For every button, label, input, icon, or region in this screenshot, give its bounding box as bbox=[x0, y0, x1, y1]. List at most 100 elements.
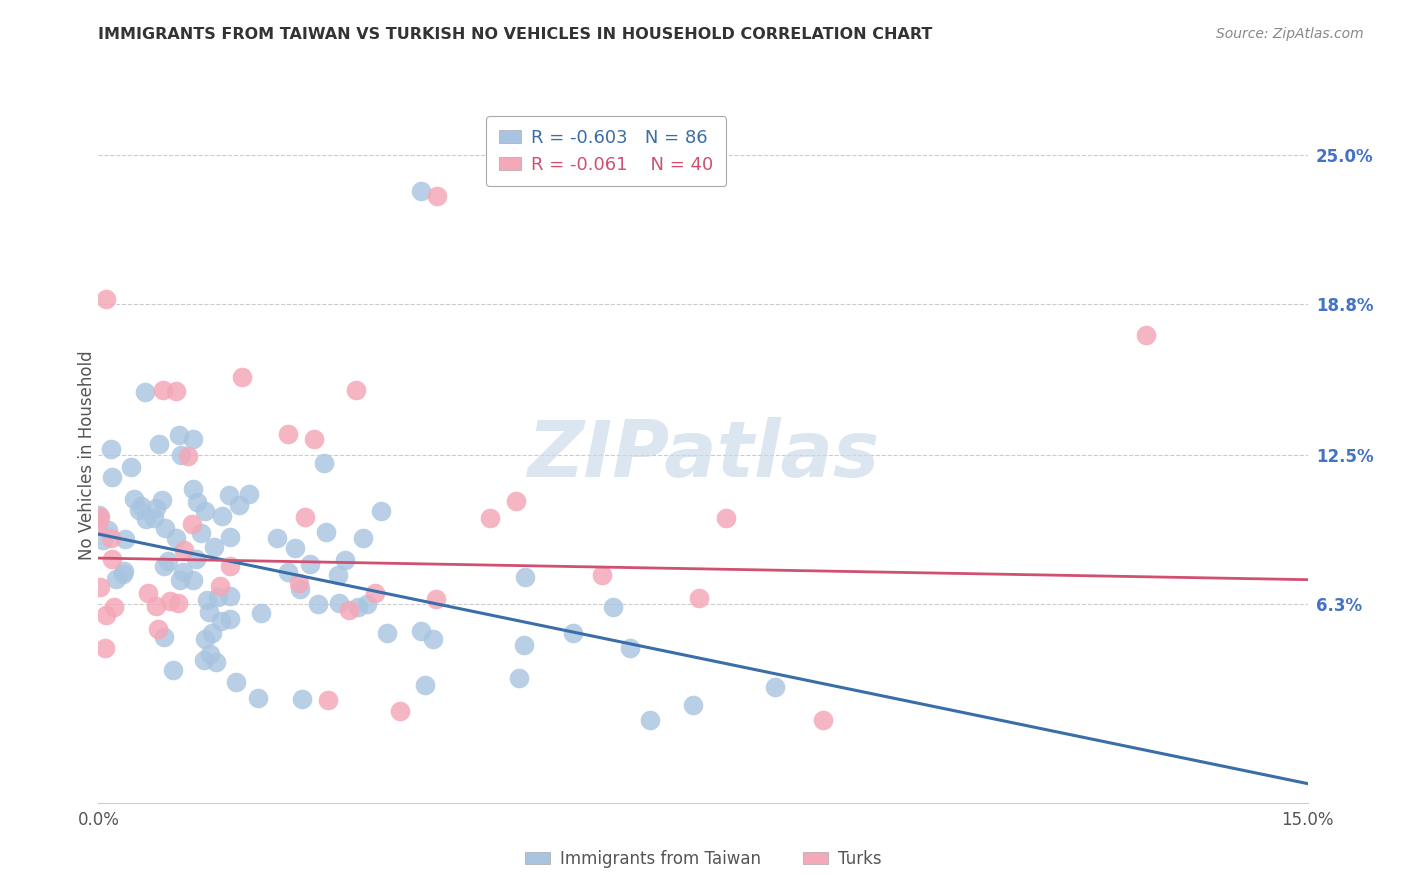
Text: ZIPatlas: ZIPatlas bbox=[527, 417, 879, 493]
Point bbox=[682, 698, 704, 712]
Point bbox=[87, 508, 110, 522]
Point bbox=[114, 532, 136, 546]
Point bbox=[89, 509, 111, 524]
Point bbox=[339, 603, 361, 617]
Point bbox=[375, 626, 398, 640]
Point bbox=[426, 189, 449, 203]
Point bbox=[194, 503, 217, 517]
Point bbox=[146, 622, 169, 636]
Point bbox=[333, 553, 356, 567]
Point bbox=[155, 521, 177, 535]
Point bbox=[122, 491, 145, 506]
Point bbox=[425, 592, 447, 607]
Y-axis label: No Vehicles in Household: No Vehicles in Household bbox=[79, 350, 96, 560]
Point bbox=[153, 558, 176, 573]
Point bbox=[184, 552, 207, 566]
Point bbox=[277, 565, 299, 579]
Point bbox=[129, 499, 152, 513]
Point bbox=[562, 625, 585, 640]
Point bbox=[225, 674, 247, 689]
Point bbox=[104, 572, 127, 586]
Point bbox=[202, 541, 225, 555]
Point bbox=[145, 500, 167, 515]
Point bbox=[347, 600, 370, 615]
Point bbox=[190, 525, 212, 540]
Point bbox=[181, 516, 204, 531]
Point bbox=[688, 591, 710, 606]
Point bbox=[291, 692, 314, 706]
Point bbox=[197, 593, 219, 607]
Point bbox=[181, 573, 204, 587]
Point bbox=[591, 567, 613, 582]
Point bbox=[172, 565, 194, 579]
Point bbox=[228, 498, 250, 512]
Point bbox=[142, 510, 165, 524]
Point bbox=[413, 678, 436, 692]
Point bbox=[328, 595, 350, 609]
Point bbox=[505, 493, 527, 508]
Point bbox=[219, 558, 242, 573]
Point bbox=[638, 714, 661, 728]
Point bbox=[246, 691, 269, 706]
Point bbox=[91, 533, 114, 547]
Point bbox=[165, 531, 187, 545]
Point bbox=[231, 370, 253, 384]
Point bbox=[388, 704, 411, 718]
Point bbox=[97, 523, 120, 537]
Point bbox=[112, 564, 135, 578]
Text: IMMIGRANTS FROM TAIWAN VS TURKISH NO VEHICLES IN HOUSEHOLD CORRELATION CHART: IMMIGRANTS FROM TAIWAN VS TURKISH NO VEH… bbox=[98, 27, 932, 42]
Point bbox=[312, 456, 335, 470]
Point bbox=[186, 495, 208, 509]
Point bbox=[100, 469, 122, 483]
Point bbox=[120, 460, 142, 475]
Point bbox=[287, 575, 309, 590]
Point bbox=[1135, 328, 1157, 343]
Point bbox=[170, 448, 193, 462]
Point bbox=[197, 605, 219, 619]
Point bbox=[162, 663, 184, 677]
Point bbox=[513, 638, 536, 652]
Point bbox=[207, 590, 229, 604]
Point bbox=[112, 566, 135, 581]
Point bbox=[411, 624, 433, 639]
Point bbox=[134, 384, 156, 399]
Point bbox=[87, 518, 110, 533]
Point bbox=[183, 482, 205, 496]
Point bbox=[159, 593, 181, 607]
Point bbox=[136, 585, 159, 599]
Point bbox=[218, 530, 240, 544]
Point bbox=[266, 531, 288, 545]
Point bbox=[150, 493, 173, 508]
Point bbox=[100, 442, 122, 457]
Point bbox=[277, 426, 299, 441]
Point bbox=[344, 383, 367, 397]
Point bbox=[513, 570, 536, 584]
Point bbox=[209, 615, 232, 629]
Point bbox=[169, 573, 191, 587]
Text: Source: ZipAtlas.com: Source: ZipAtlas.com bbox=[1216, 27, 1364, 41]
Point bbox=[364, 586, 387, 600]
Point bbox=[100, 532, 122, 546]
Point bbox=[148, 437, 170, 451]
Point bbox=[145, 599, 167, 613]
Point bbox=[298, 557, 321, 571]
Point bbox=[135, 512, 157, 526]
Point bbox=[813, 714, 835, 728]
Point bbox=[508, 671, 530, 685]
Point bbox=[763, 680, 786, 694]
Point bbox=[177, 449, 200, 463]
Point bbox=[183, 432, 205, 446]
Point bbox=[173, 543, 195, 558]
Point bbox=[201, 625, 224, 640]
Point bbox=[94, 607, 117, 622]
Point bbox=[302, 432, 325, 446]
Point bbox=[283, 541, 305, 556]
Point bbox=[307, 597, 329, 611]
Point bbox=[238, 487, 260, 501]
Point bbox=[165, 384, 187, 398]
Point bbox=[89, 580, 111, 594]
Point bbox=[288, 582, 311, 596]
Point bbox=[714, 511, 737, 525]
Point bbox=[156, 554, 179, 568]
Point bbox=[166, 596, 188, 610]
